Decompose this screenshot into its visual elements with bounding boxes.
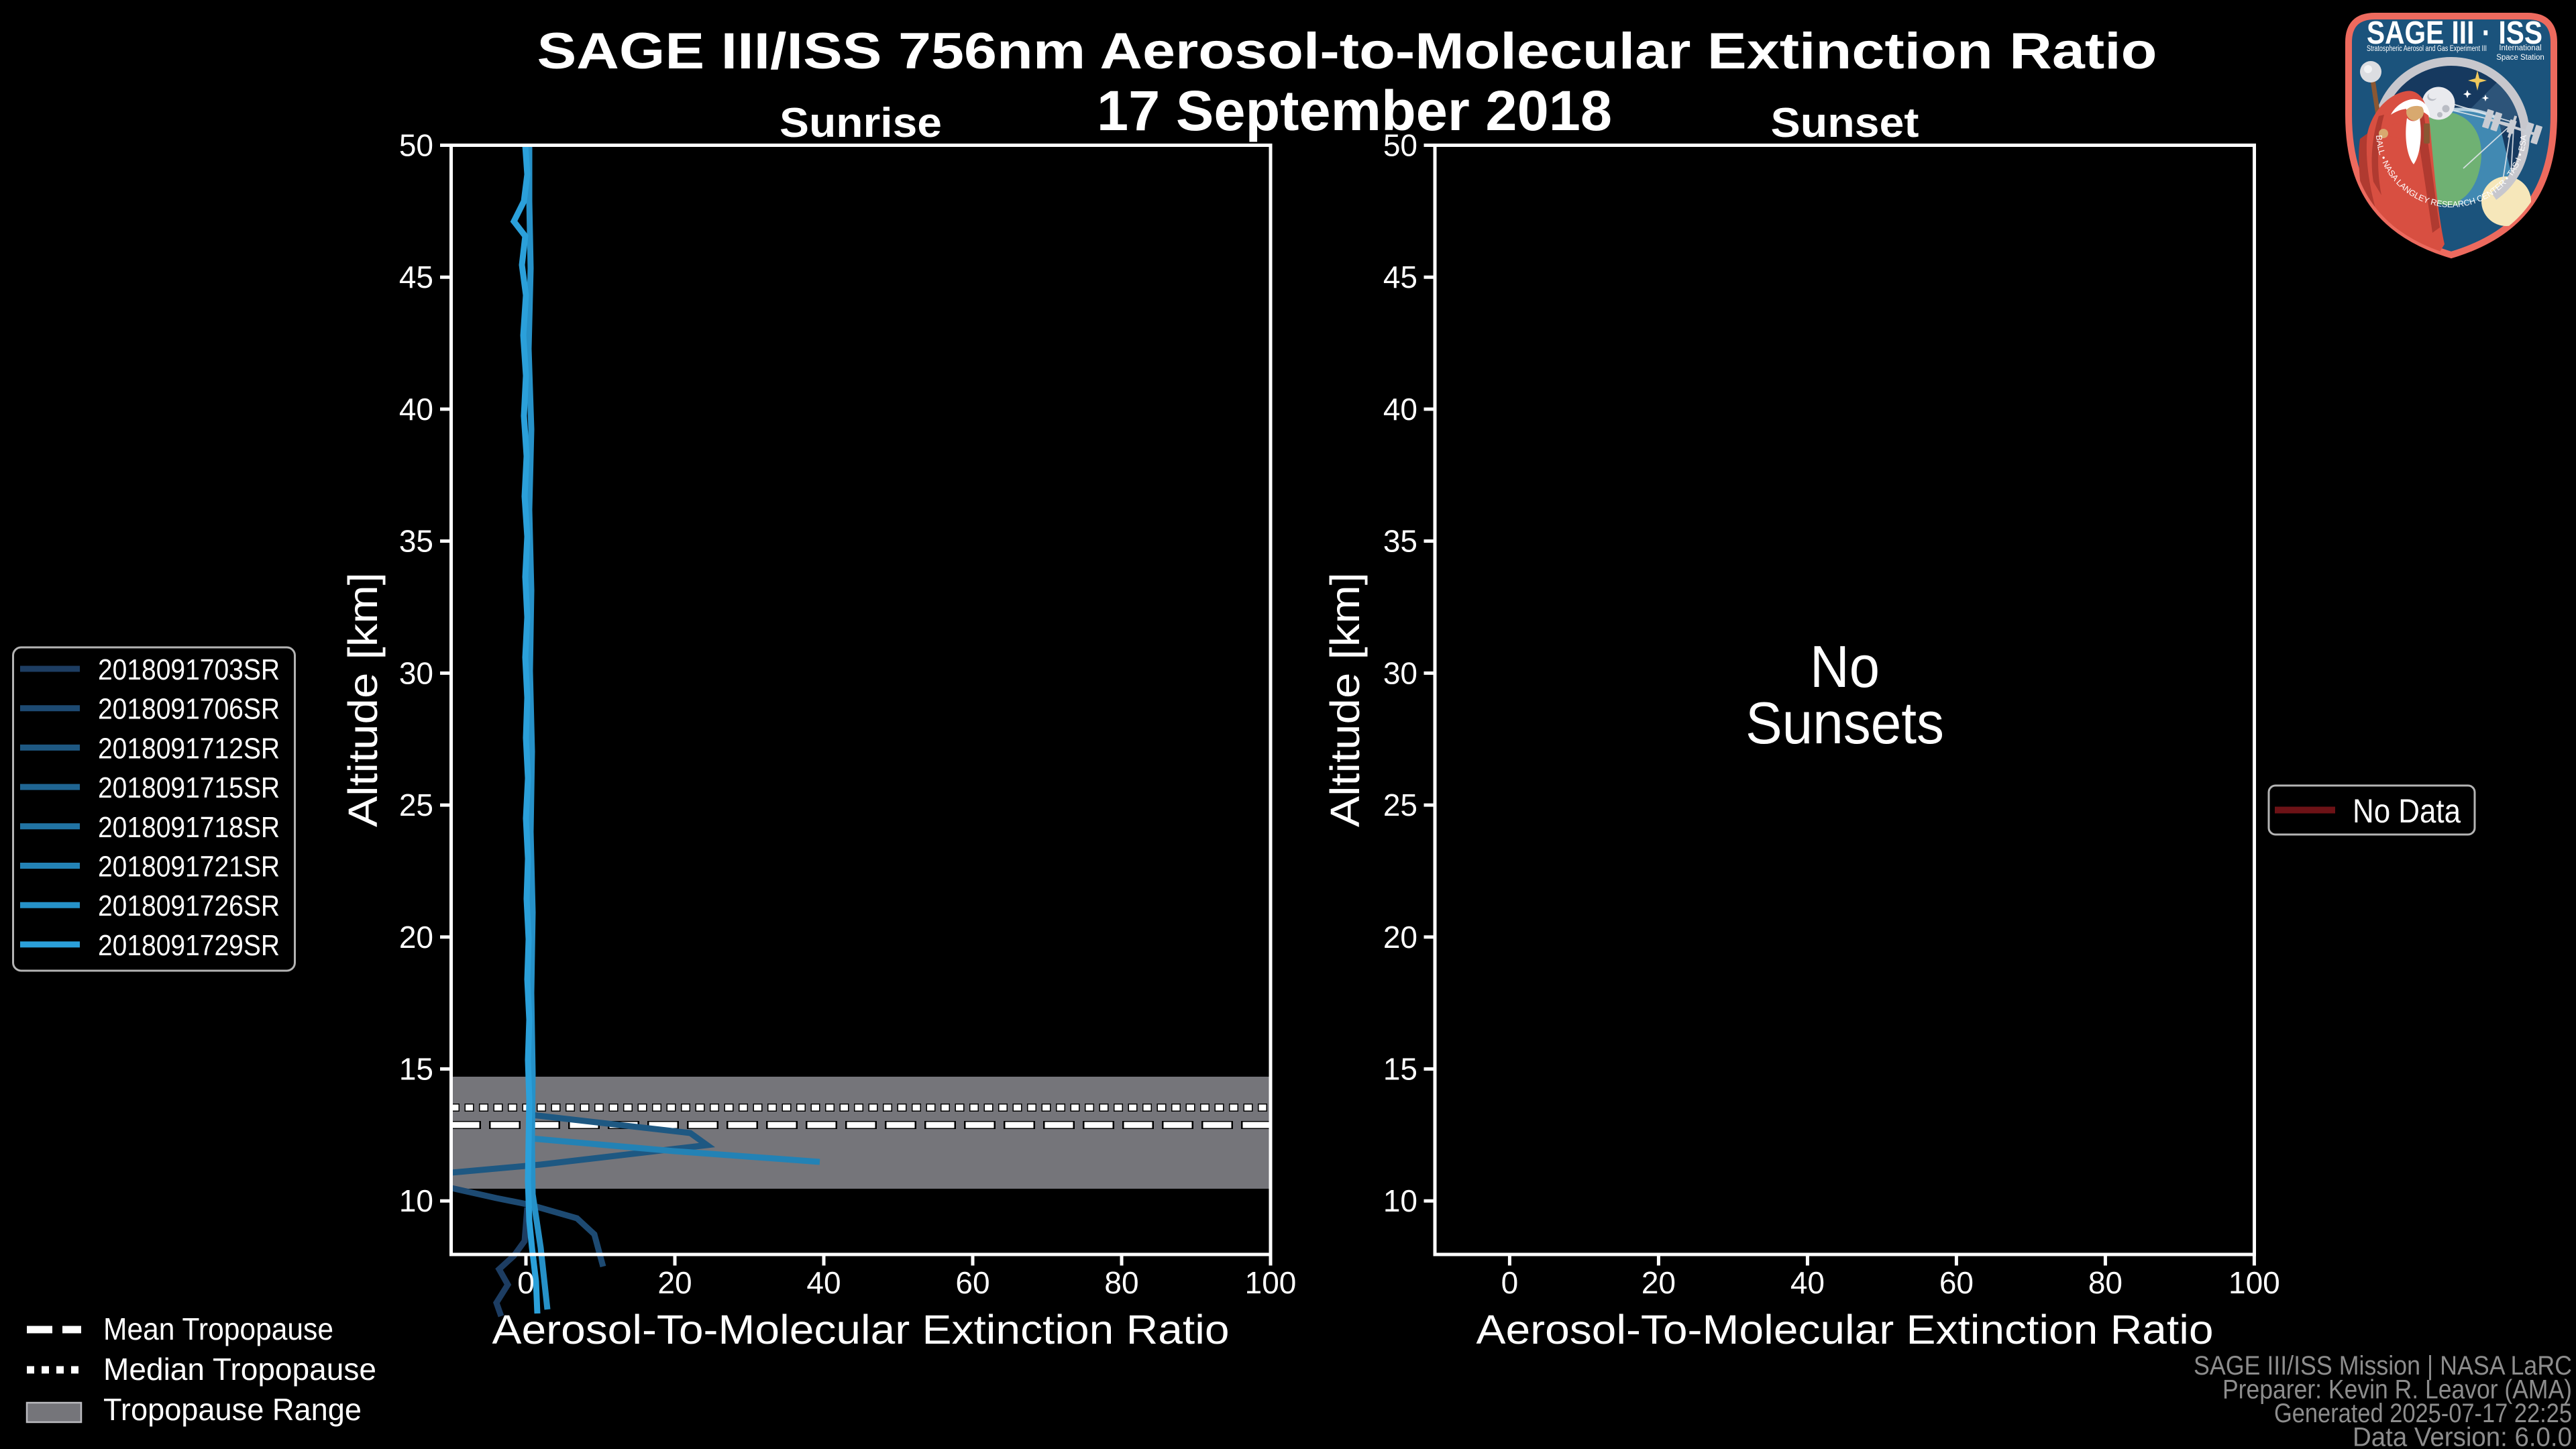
svg-text:Sunsets: Sunsets (1746, 690, 1944, 756)
svg-text:2018091703SR: 2018091703SR (98, 653, 280, 686)
svg-text:20: 20 (399, 920, 433, 955)
svg-text:Aerosol-To-Molecular Extinctio: Aerosol-To-Molecular Extinction Ratio (1477, 1307, 2214, 1352)
svg-text:100: 100 (2229, 1265, 2280, 1300)
svg-text:80: 80 (2088, 1265, 2123, 1300)
svg-text:25: 25 (1383, 788, 1417, 822)
svg-text:40: 40 (399, 392, 433, 427)
svg-text:100: 100 (1245, 1265, 1297, 1300)
svg-text:20: 20 (1383, 920, 1417, 955)
svg-text:International: International (2499, 44, 2541, 52)
svg-text:50: 50 (1383, 128, 1417, 163)
svg-text:0: 0 (1501, 1265, 1519, 1300)
svg-text:10: 10 (1383, 1183, 1417, 1218)
svg-text:2018091712SR: 2018091712SR (98, 732, 280, 765)
svg-text:Generated 2025-07-17 22:25: Generated 2025-07-17 22:25 (2274, 1399, 2572, 1428)
svg-text:40: 40 (1383, 392, 1417, 427)
svg-text:No: No (1810, 633, 1880, 700)
svg-text:Altitude [km]: Altitude [km] (340, 572, 386, 827)
svg-text:0: 0 (517, 1265, 535, 1300)
svg-text:10: 10 (399, 1183, 433, 1218)
svg-text:20: 20 (657, 1265, 692, 1300)
svg-text:2018091715SR: 2018091715SR (98, 771, 280, 804)
svg-text:15: 15 (399, 1052, 433, 1087)
svg-text:60: 60 (955, 1265, 989, 1300)
svg-text:40: 40 (806, 1265, 841, 1300)
svg-text:Space Station: Space Station (2496, 54, 2544, 62)
svg-text:Tropopause Range: Tropopause Range (103, 1392, 362, 1427)
svg-text:Sunset: Sunset (1771, 100, 1919, 146)
svg-text:Sunrise: Sunrise (780, 100, 942, 146)
svg-text:Altitude [km]: Altitude [km] (1322, 572, 1368, 827)
svg-text:80: 80 (1104, 1265, 1138, 1300)
svg-text:45: 45 (1383, 260, 1417, 294)
svg-text:60: 60 (1939, 1265, 1974, 1300)
svg-text:2018091718SR: 2018091718SR (98, 811, 280, 844)
svg-text:35: 35 (1383, 524, 1417, 559)
svg-text:35: 35 (399, 524, 433, 559)
svg-text:40: 40 (1790, 1265, 1825, 1300)
svg-text:15: 15 (1383, 1052, 1417, 1087)
svg-text:Mean Tropopause: Mean Tropopause (103, 1311, 333, 1346)
svg-text:25: 25 (399, 788, 433, 822)
svg-text:2018091721SR: 2018091721SR (98, 851, 280, 883)
svg-text:SAGE III/ISS Mission | NASA La: SAGE III/ISS Mission | NASA LaRC (2194, 1351, 2572, 1381)
svg-text:2018091729SR: 2018091729SR (98, 929, 280, 962)
svg-text:50: 50 (399, 128, 433, 163)
svg-text:20: 20 (1642, 1265, 1676, 1300)
svg-text:Data Version: 6.0.0: Data Version: 6.0.0 (2353, 1423, 2572, 1449)
svg-text:17 September 2018: 17 September 2018 (1097, 79, 1612, 142)
svg-text:45: 45 (399, 260, 433, 294)
svg-text:SAGE III/ISS 756nm Aerosol-to-: SAGE III/ISS 756nm Aerosol-to-Molecular … (537, 23, 2157, 80)
svg-text:Preparer: Kevin R. Leavor (AMA: Preparer: Kevin R. Leavor (AMA) (2222, 1375, 2572, 1405)
svg-text:Aerosol-To-Molecular Extinctio: Aerosol-To-Molecular Extinction Ratio (492, 1307, 1230, 1352)
svg-text:2018091706SR: 2018091706SR (98, 693, 280, 726)
svg-text:30: 30 (1383, 655, 1417, 690)
svg-text:2018091726SR: 2018091726SR (98, 890, 280, 922)
svg-text:Median Tropopause: Median Tropopause (103, 1352, 376, 1387)
svg-text:No Data: No Data (2353, 792, 2461, 830)
svg-text:30: 30 (399, 655, 433, 690)
svg-text:SAGE III · ISS: SAGE III · ISS (2367, 15, 2542, 51)
svg-text:Stratospheric Aerosol and Gas: Stratospheric Aerosol and Gas Experiment… (2367, 45, 2487, 53)
